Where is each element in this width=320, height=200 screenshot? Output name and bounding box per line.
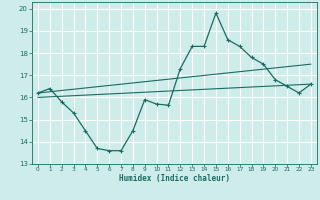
- X-axis label: Humidex (Indice chaleur): Humidex (Indice chaleur): [119, 174, 230, 183]
